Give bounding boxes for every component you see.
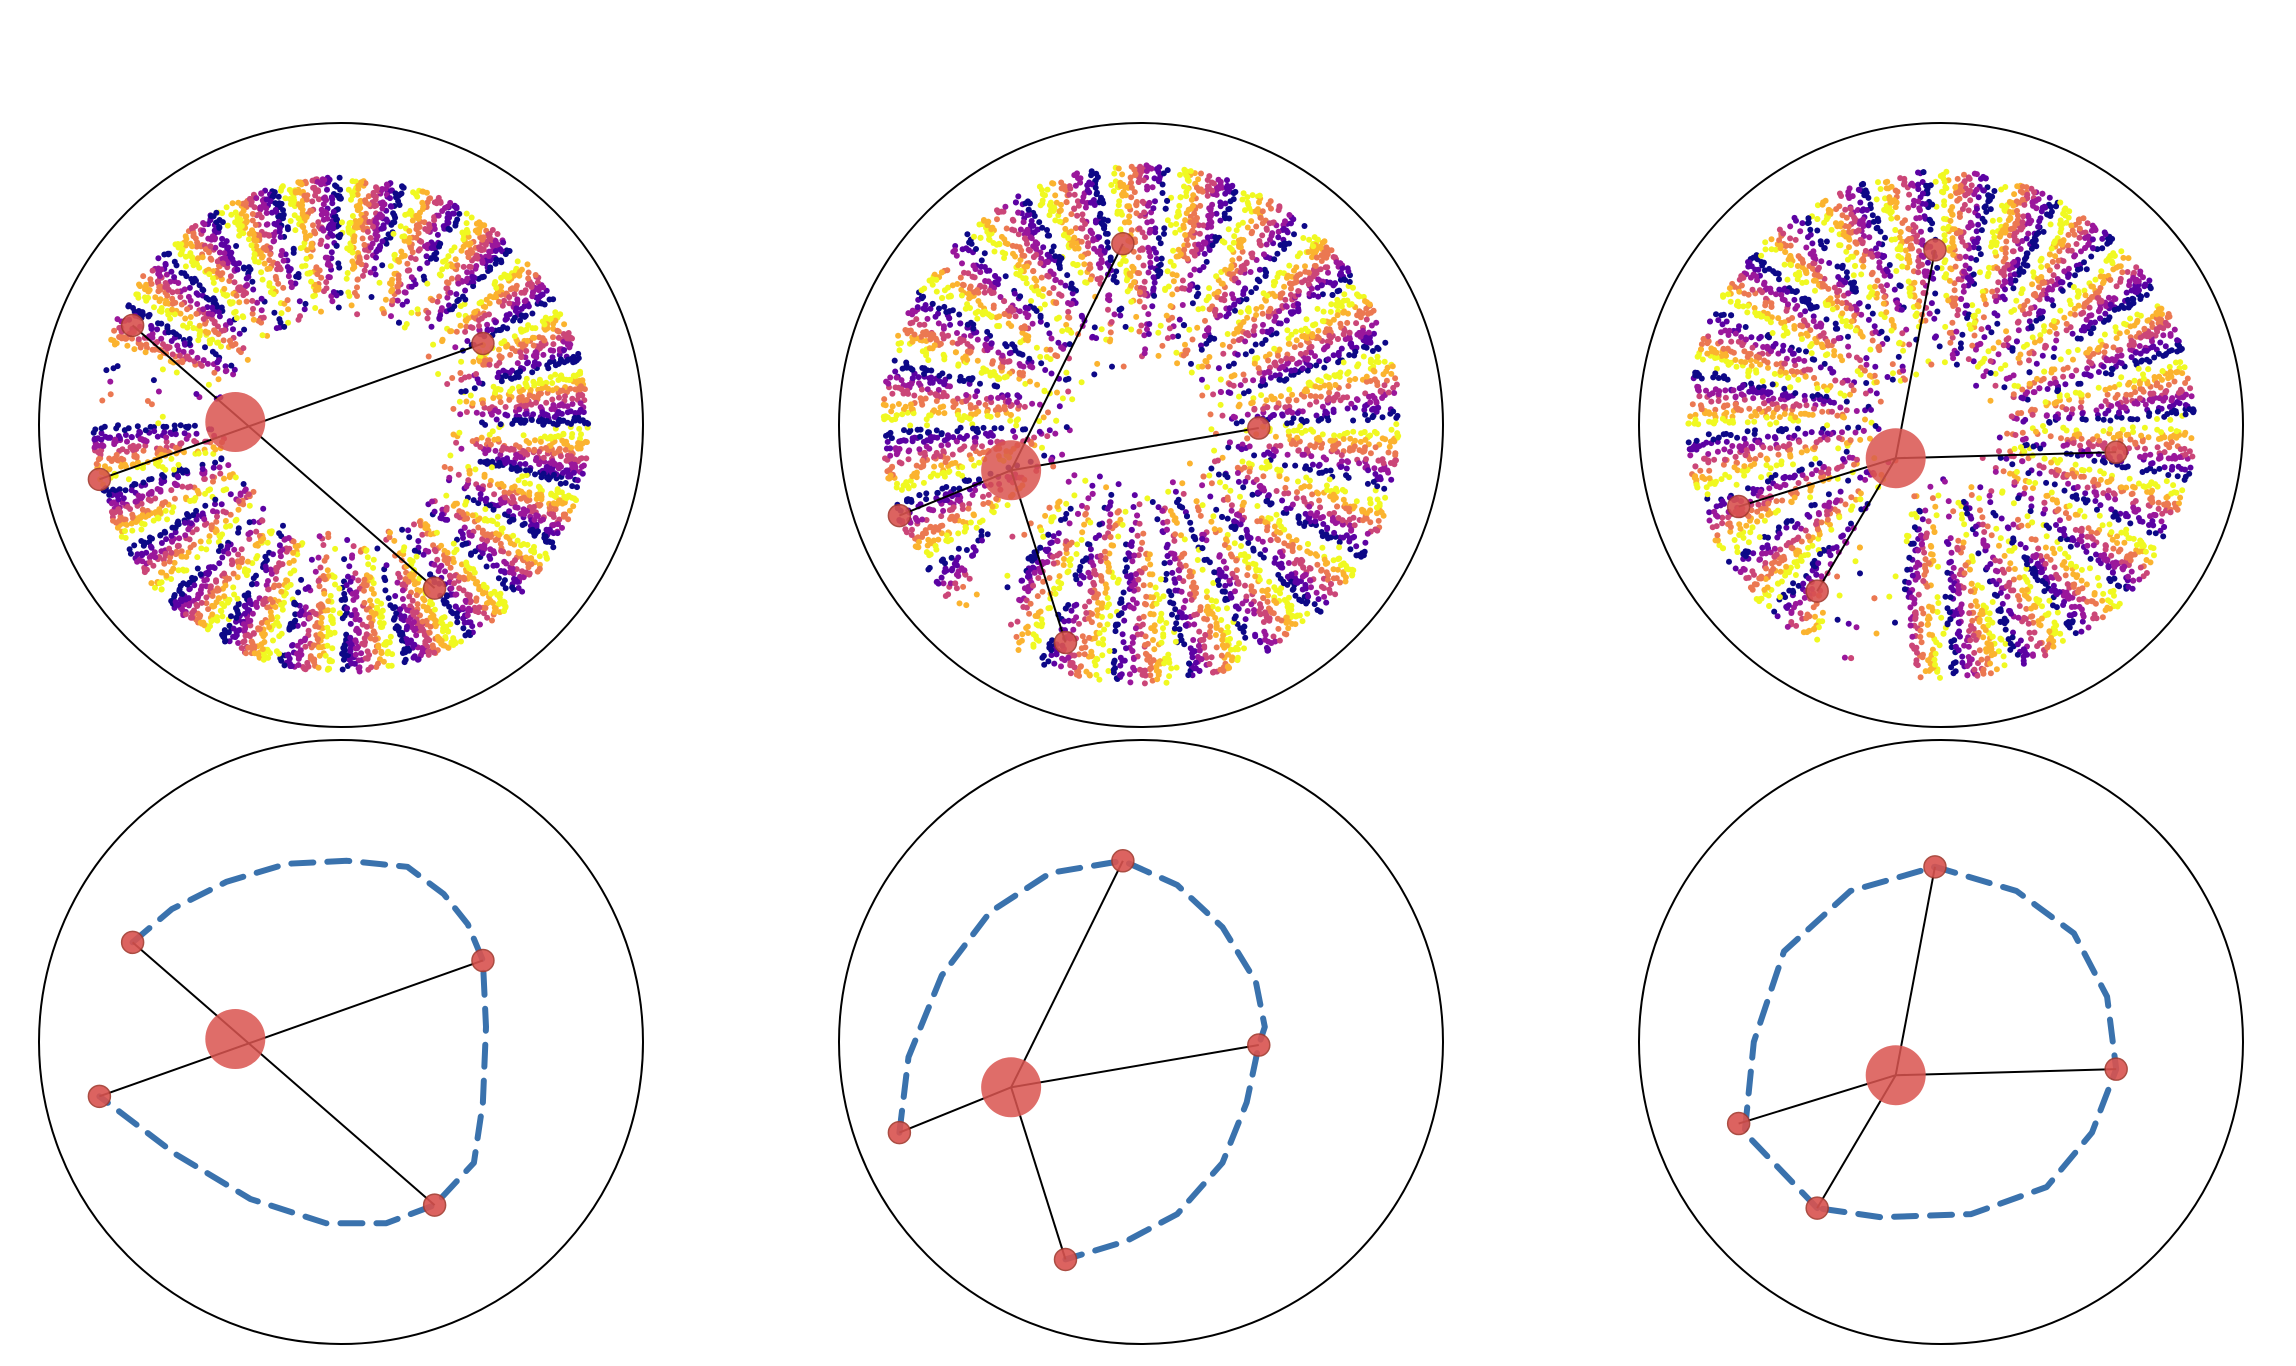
dashed-path [896, 857, 1268, 1263]
link-line [1895, 1068, 2117, 1077]
leaf-node [1805, 579, 1829, 603]
scatter-points [880, 162, 1402, 687]
leaf-node [422, 576, 447, 600]
leaf-node [1053, 630, 1078, 655]
panel-2-path [838, 739, 1444, 1345]
leaf-node [1053, 1247, 1078, 1272]
boundary-circle [1638, 739, 2244, 1345]
panel-1-scatter [38, 122, 644, 728]
dashed-path [96, 857, 489, 1227]
leaf-node [1726, 1111, 1751, 1136]
scatter-row [38, 122, 2244, 728]
link-line [1010, 860, 1124, 1088]
scatter-points [1685, 168, 2197, 681]
boundary-circle [38, 739, 644, 1345]
leaf-node [1805, 1196, 1829, 1220]
leaf-node [887, 1120, 912, 1145]
hub-node [981, 1057, 1042, 1118]
link-line [1894, 249, 1936, 459]
leaf-node [1111, 232, 1135, 256]
leaf-node [2104, 1057, 2128, 1081]
boundary-circle [38, 122, 644, 728]
leaf-node [87, 1084, 112, 1109]
panel-3-path [1638, 739, 2244, 1345]
link-line [131, 941, 436, 1206]
link-line [1894, 866, 1936, 1076]
link-line [99, 959, 484, 1098]
leaf-node [1923, 238, 1947, 262]
dashed-path [1741, 863, 2120, 1221]
leaf-node [87, 467, 112, 492]
path-row [38, 739, 2244, 1345]
leaf-node [1111, 849, 1135, 873]
hub-node [981, 440, 1042, 501]
leaf-node [120, 930, 145, 955]
hub-node [1865, 428, 1926, 489]
link-line [131, 324, 436, 589]
leaf-node [2104, 440, 2128, 464]
panel-3-scatter [1638, 122, 2244, 728]
leaf-node [1247, 416, 1271, 440]
leaf-node [471, 331, 495, 356]
hub-node [205, 391, 266, 452]
boundary-circle [838, 739, 1444, 1345]
leaf-node [887, 503, 912, 528]
boundary-circle [1638, 122, 2244, 728]
panel-1-path [38, 739, 644, 1345]
scatter-points [90, 174, 592, 675]
link-line [99, 342, 484, 481]
link-line [1010, 1086, 1067, 1260]
hub-node [205, 1008, 266, 1069]
link-line [1010, 1044, 1259, 1089]
leaf-node [1726, 494, 1751, 519]
leaf-node [422, 1193, 447, 1217]
hub-node [1865, 1045, 1926, 1106]
link-line [1010, 469, 1067, 643]
link-line [1010, 427, 1259, 472]
panel-2-scatter [838, 122, 1444, 728]
leaf-node [1923, 855, 1947, 879]
boundary-circle [838, 122, 1444, 728]
leaf-node [1247, 1033, 1271, 1057]
link-line [1895, 451, 2117, 460]
link-line [1010, 243, 1124, 471]
leaf-node [120, 313, 145, 338]
leaf-node [471, 948, 495, 973]
